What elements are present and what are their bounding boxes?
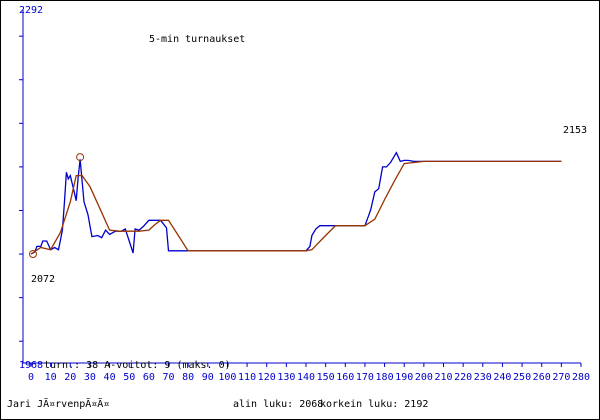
average-line [30, 160, 562, 255]
x-tick-label: 240 [493, 372, 511, 383]
x-tick-label: 120 [258, 372, 276, 383]
x-tick-label: 250 [513, 372, 531, 383]
x-tick-label: 150 [317, 372, 335, 383]
x-tick-label: 160 [336, 372, 354, 383]
max-value-label: korkein luku: 2192 [320, 399, 428, 410]
x-tick-label: 80 [182, 372, 194, 383]
x-tick-label: 40 [104, 372, 116, 383]
x-tick-label: 170 [356, 372, 374, 383]
rating-line [30, 151, 562, 255]
y-min-label: 1968 [19, 360, 43, 371]
x-tick-label: 220 [454, 372, 472, 383]
x-tick-label: 200 [415, 372, 433, 383]
x-tick-label: 110 [238, 372, 256, 383]
x-tick-label: 270 [552, 372, 570, 383]
x-tick-label: 70 [162, 372, 174, 383]
extreme-marker [28, 250, 37, 259]
marker-layer [28, 153, 85, 259]
x-tick-label: 20 [64, 372, 76, 383]
end-value-label: 2153 [563, 125, 587, 136]
min-value-label: alin luku: 2068 [233, 399, 323, 410]
x-tick-label: 90 [202, 372, 214, 383]
x-tick-label: 60 [143, 372, 155, 383]
chart-title: 5-min turnaukset [149, 34, 245, 45]
x-tick-label: 140 [297, 372, 315, 383]
x-tick-label: 210 [434, 372, 452, 383]
x-tick-label: 100 [218, 372, 236, 383]
extreme-marker [76, 153, 85, 162]
x-tick-label: 30 [84, 372, 96, 383]
x-tick-label: 230 [474, 372, 492, 383]
author-name: Jari JÃ¤rvenpÃ¤Ã¤ [7, 397, 109, 410]
x-tick-label: 280 [572, 372, 590, 383]
x-tick-label: 130 [277, 372, 295, 383]
series-layer [30, 151, 562, 255]
x-tick-label: 0 [28, 372, 34, 383]
stats-line: turn.: 38 A-voitot: 9 (maks. 0) [44, 360, 231, 371]
x-tick-label: 50 [123, 372, 135, 383]
grid-layer [19, 35, 23, 342]
x-ticks: 0 10 20 30 40 50 60 70 80 90 100 110 120 130 140 150 160… [28, 363, 590, 383]
x-tick-label: 190 [395, 372, 413, 383]
x-tick-label: 260 [533, 372, 551, 383]
y-max-label: 2292 [19, 5, 43, 16]
start-value-label: 2072 [31, 274, 55, 285]
x-tick-label: 10 [45, 372, 57, 383]
x-tick-label: 180 [376, 372, 394, 383]
